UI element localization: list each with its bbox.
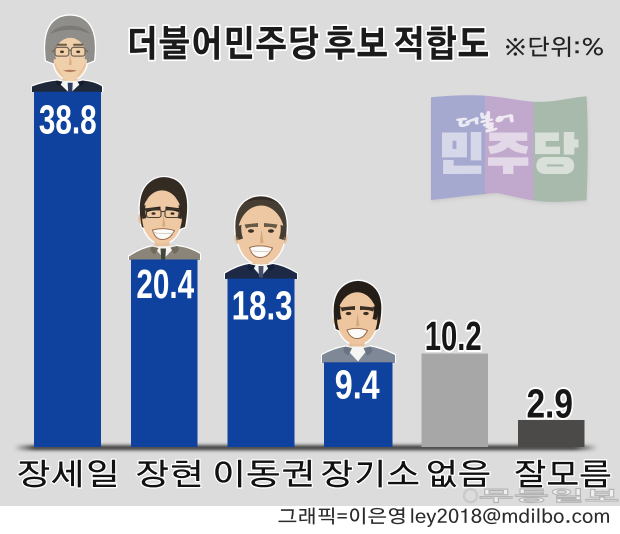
svg-text:9.4: 9.4: [335, 361, 380, 407]
svg-text:18.3: 18.3: [232, 282, 293, 328]
svg-text:2.9: 2.9: [526, 381, 573, 427]
svg-text:20.4: 20.4: [136, 261, 194, 307]
svg-text:10.2: 10.2: [425, 313, 482, 359]
svg-text:38.8: 38.8: [39, 97, 97, 143]
